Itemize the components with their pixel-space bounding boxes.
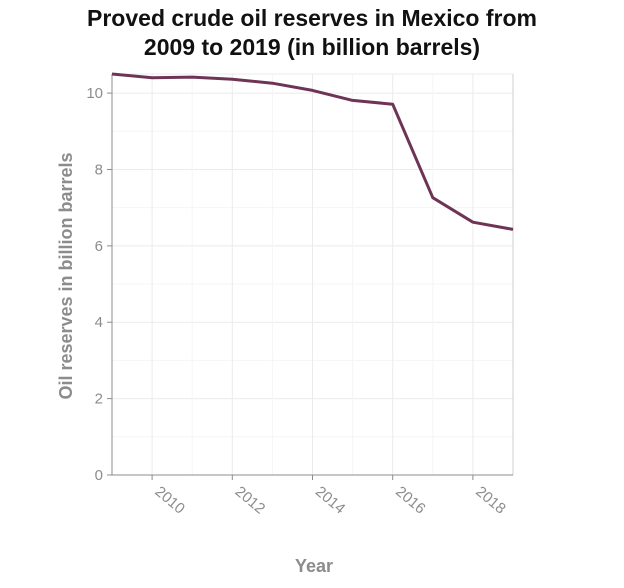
x-tick-label: 2016 <box>392 483 428 517</box>
axes <box>107 74 513 480</box>
series-line <box>111 72 514 231</box>
x-tick-label: 2014 <box>312 483 348 517</box>
y-axis-label: Oil reserves in billion barrels <box>56 152 76 399</box>
y-tick-label: 2 <box>95 391 103 408</box>
chart-title-line-1: Proved crude oil reserves in Mexico from <box>87 5 537 31</box>
tick-labels: 0 2 4 6 8 10 2010 2012 2014 2016 2018 <box>86 85 509 517</box>
x-tick-label: 2018 <box>472 483 508 517</box>
y-tick-label: 4 <box>95 314 103 331</box>
x-tick-label: 2010 <box>152 483 188 517</box>
y-tick-label: 6 <box>95 238 103 255</box>
gridlines <box>111 73 514 475</box>
y-tick-label: 8 <box>95 161 103 178</box>
x-axis-label: Year <box>295 556 333 576</box>
chart-title-line-2: 2009 to 2019 (in billion barrels) <box>143 34 481 60</box>
y-tick-label: 10 <box>86 85 103 102</box>
x-tick-label: 2012 <box>232 483 268 517</box>
y-tick-label: 0 <box>95 467 103 484</box>
chart-title: Proved crude oil reserves in Mexico from… <box>0 4 624 62</box>
series-group <box>111 72 514 231</box>
